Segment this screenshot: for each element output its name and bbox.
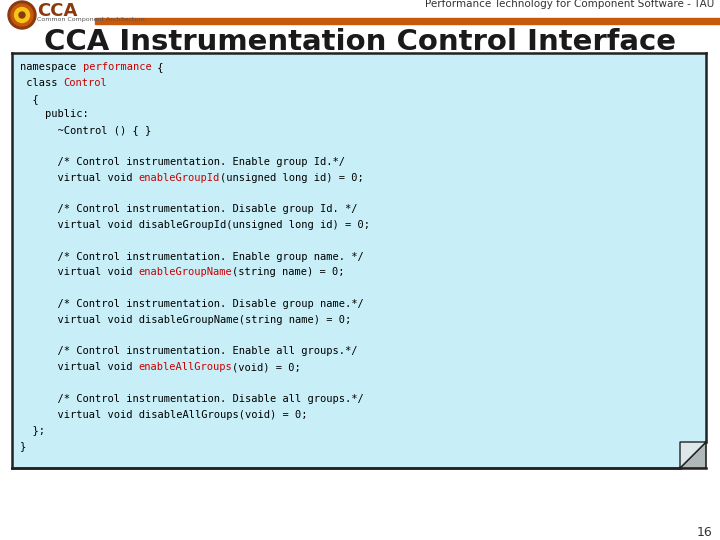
Text: /* Control instrumentation. Disable group Id. */: /* Control instrumentation. Disable grou… bbox=[20, 204, 358, 214]
Text: virtual void disableAllGroups(void) = 0;: virtual void disableAllGroups(void) = 0; bbox=[20, 410, 307, 420]
Text: virtual void: virtual void bbox=[20, 362, 139, 372]
Text: (unsigned long id) = 0;: (unsigned long id) = 0; bbox=[220, 173, 364, 183]
Text: virtual void disableGroupId(unsigned long id) = 0;: virtual void disableGroupId(unsigned lon… bbox=[20, 220, 370, 230]
Text: };: }; bbox=[20, 426, 45, 435]
Circle shape bbox=[14, 8, 30, 23]
Circle shape bbox=[19, 12, 25, 18]
Text: CCA Instrumentation Control Interface: CCA Instrumentation Control Interface bbox=[44, 28, 676, 56]
Text: virtual void disableGroupName(string name) = 0;: virtual void disableGroupName(string nam… bbox=[20, 315, 351, 325]
Text: /* Control instrumentation. Disable all groups.*/: /* Control instrumentation. Disable all … bbox=[20, 394, 364, 404]
Text: enableAllGroups: enableAllGroups bbox=[139, 362, 233, 372]
Text: /* Control instrumentation. Enable group name. */: /* Control instrumentation. Enable group… bbox=[20, 252, 364, 261]
Text: performance: performance bbox=[83, 62, 151, 72]
Text: Performance Technology for Component Software - TAU: Performance Technology for Component Sof… bbox=[425, 0, 714, 9]
Text: class: class bbox=[20, 78, 64, 88]
Text: public:: public: bbox=[20, 110, 89, 119]
Text: CCA: CCA bbox=[37, 2, 77, 20]
Text: {: { bbox=[20, 93, 39, 104]
Text: /* Control instrumentation. Disable group name.*/: /* Control instrumentation. Disable grou… bbox=[20, 299, 364, 309]
Bar bbox=[12, 53, 706, 468]
Text: enableGroupId: enableGroupId bbox=[139, 173, 220, 183]
Circle shape bbox=[11, 4, 33, 26]
Text: }: } bbox=[20, 441, 26, 451]
Text: ~Control () { }: ~Control () { } bbox=[20, 125, 151, 135]
Text: virtual void: virtual void bbox=[20, 267, 139, 278]
Text: 16: 16 bbox=[696, 526, 712, 539]
Text: (void) = 0;: (void) = 0; bbox=[233, 362, 301, 372]
Polygon shape bbox=[680, 442, 706, 468]
Text: namespace: namespace bbox=[20, 62, 83, 72]
Polygon shape bbox=[680, 442, 706, 468]
Text: virtual void: virtual void bbox=[20, 173, 139, 183]
Text: Control: Control bbox=[64, 78, 107, 88]
Text: enableGroupName: enableGroupName bbox=[139, 267, 233, 278]
Bar bbox=[0, 0, 720, 30]
Text: {: { bbox=[151, 62, 163, 72]
Bar bbox=[95, 18, 720, 24]
Text: (string name) = 0;: (string name) = 0; bbox=[233, 267, 345, 278]
Text: Common Component Architecture: Common Component Architecture bbox=[37, 17, 145, 22]
Text: /* Control instrumentation. Enable all groups.*/: /* Control instrumentation. Enable all g… bbox=[20, 346, 358, 356]
Text: /* Control instrumentation. Enable group Id.*/: /* Control instrumentation. Enable group… bbox=[20, 157, 345, 167]
Circle shape bbox=[8, 1, 36, 29]
